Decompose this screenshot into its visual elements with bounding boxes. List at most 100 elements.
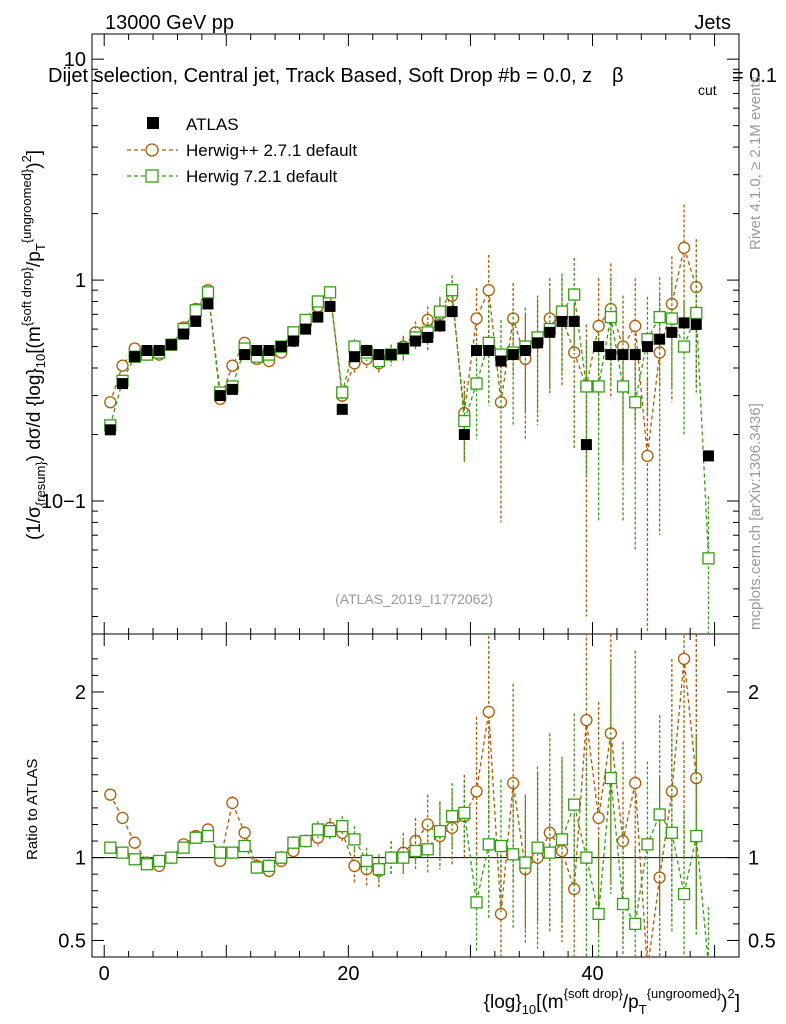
ratio-point-herwig7	[201, 829, 215, 843]
mcplots-label: mcplots.cern.ch [arXiv:1306.3436]	[747, 403, 764, 630]
main-point-herwigpp	[226, 359, 239, 372]
ratio-point-herwigpp	[128, 836, 141, 849]
ratio-point-herwig7	[360, 854, 373, 868]
ratio-tick-label-right-1: 1	[748, 848, 759, 870]
main-point-herwig7	[568, 288, 581, 301]
ratio-point-herwig7	[287, 836, 300, 849]
ratio-point-herwigpp	[629, 776, 642, 790]
ratio-point-herwig7	[397, 851, 410, 864]
main-point-herwig7	[336, 386, 349, 399]
zcut-subscript: cut	[698, 82, 717, 98]
data-point-atlas	[275, 341, 287, 353]
data-point-atlas	[507, 349, 519, 361]
ratio-point-herwig7	[677, 887, 691, 901]
data-point-atlas	[336, 403, 348, 415]
ratio-point-herwig7	[348, 833, 361, 846]
ratio-point-herwig7	[592, 907, 605, 921]
ratio-point-herwigpp	[494, 907, 508, 921]
data-point-atlas	[300, 323, 312, 335]
main-line-herwig7	[109, 288, 710, 559]
ratio-point-herwig7	[543, 846, 556, 859]
data-point-atlas	[483, 345, 495, 357]
data-point-atlas	[580, 439, 592, 451]
legend-marker-atlas	[147, 117, 159, 129]
main-point-herwig7	[616, 380, 630, 393]
data-point-atlas	[214, 390, 226, 402]
data-point-atlas	[654, 333, 666, 345]
data-point-atlas	[165, 339, 177, 351]
main-point-herwigpp	[629, 319, 642, 333]
ratio-point-herwigpp	[580, 713, 593, 727]
ratio-point-herwigpp	[642, 965, 653, 976]
data-point-atlas	[348, 351, 360, 363]
data-point-atlas	[117, 378, 129, 390]
ratio-point-herwig7	[384, 851, 398, 864]
main-point-herwig7	[702, 552, 715, 565]
main-point-herwig7	[470, 377, 483, 390]
data-point-atlas	[690, 318, 702, 330]
ratio-point-herwig7	[226, 846, 239, 859]
ratio-point-herwig7	[604, 771, 617, 785]
y-tick-label-0.1: 10−1	[41, 491, 86, 513]
ratio-point-herwigpp	[104, 788, 117, 801]
ratio-point-herwig7	[519, 856, 532, 869]
y-tick-label-1: 1	[75, 270, 86, 292]
legend-label-herwig7: Herwig 7.2.1 default	[186, 167, 337, 186]
axis-tick-labels: 0 20 40 10−1 1 10 0.5 1 2 0.5 1 2	[41, 49, 776, 985]
main-series	[104, 204, 715, 634]
ratio-point-herwig7	[275, 851, 288, 864]
main-point-herwigpp	[116, 359, 129, 372]
main-point-herwig7	[592, 380, 605, 393]
ratio-point-herwig7	[616, 897, 630, 911]
main-point-herwigpp	[592, 319, 605, 333]
data-point-atlas	[519, 345, 531, 357]
ratio-point-herwig7	[641, 838, 654, 851]
rivet-label: Rivet 4.1.0, ≥ 2.1M events	[747, 76, 764, 250]
data-point-atlas	[178, 328, 190, 340]
main-point-herwig7	[348, 340, 361, 353]
x-tick-label-40: 40	[581, 963, 603, 985]
ratio-point-herwig7	[177, 841, 190, 854]
main-point-herwig7	[189, 304, 202, 317]
data-point-atlas	[104, 424, 116, 436]
ratio-point-herwigpp	[592, 811, 605, 825]
main-point-herwig7	[677, 340, 691, 353]
main-point-herwig7	[445, 284, 459, 297]
data-point-atlas	[532, 337, 544, 349]
data-point-atlas	[446, 306, 458, 318]
jets-label: Jets	[694, 12, 731, 34]
ratio-point-herwigpp	[238, 826, 251, 839]
ratio-point-herwig7	[262, 859, 276, 873]
ratio-point-herwig7	[629, 917, 642, 931]
y-axis-title-ratio: Ratio to ATLAS	[24, 759, 41, 860]
main-point-herwig7	[604, 310, 617, 324]
ratio-tick-label-2: 2	[75, 682, 86, 704]
ratio-point-herwigpp	[348, 859, 361, 873]
data-point-atlas	[361, 345, 373, 357]
data-point-atlas	[373, 349, 385, 361]
main-point-herwig7	[311, 295, 324, 308]
data-point-atlas	[324, 300, 336, 312]
data-point-atlas	[141, 345, 153, 357]
data-point-atlas	[458, 428, 470, 440]
ratio-point-herwig7	[299, 834, 312, 848]
main-point-herwig7	[665, 312, 679, 325]
ratio-point-herwig7	[433, 824, 447, 838]
ratio-point-herwigpp	[116, 811, 129, 825]
ratio-point-herwig7	[311, 823, 324, 836]
legend-marker-herwig7	[145, 169, 159, 183]
main-point-herwig7	[458, 414, 471, 428]
selection-title: Dijet selection, Central jet, Track Base…	[48, 65, 777, 98]
data-point-atlas	[629, 349, 641, 361]
ratio-point-herwig7	[250, 861, 263, 874]
ratio-point-herwig7	[323, 824, 337, 838]
data-point-atlas	[190, 315, 202, 327]
data-point-atlas	[556, 315, 568, 327]
main-point-herwigpp	[568, 346, 581, 359]
ratio-point-herwig7	[580, 851, 593, 864]
y-axis-title-main-text: (1/σ{resum}) dσ/d {log}10[(m{soft drop}/…	[19, 150, 48, 540]
x-tick-label-0: 0	[99, 963, 110, 985]
ratio-point-herwig7	[336, 819, 349, 833]
data-point-atlas	[410, 335, 421, 347]
data-point-atlas	[397, 343, 409, 355]
